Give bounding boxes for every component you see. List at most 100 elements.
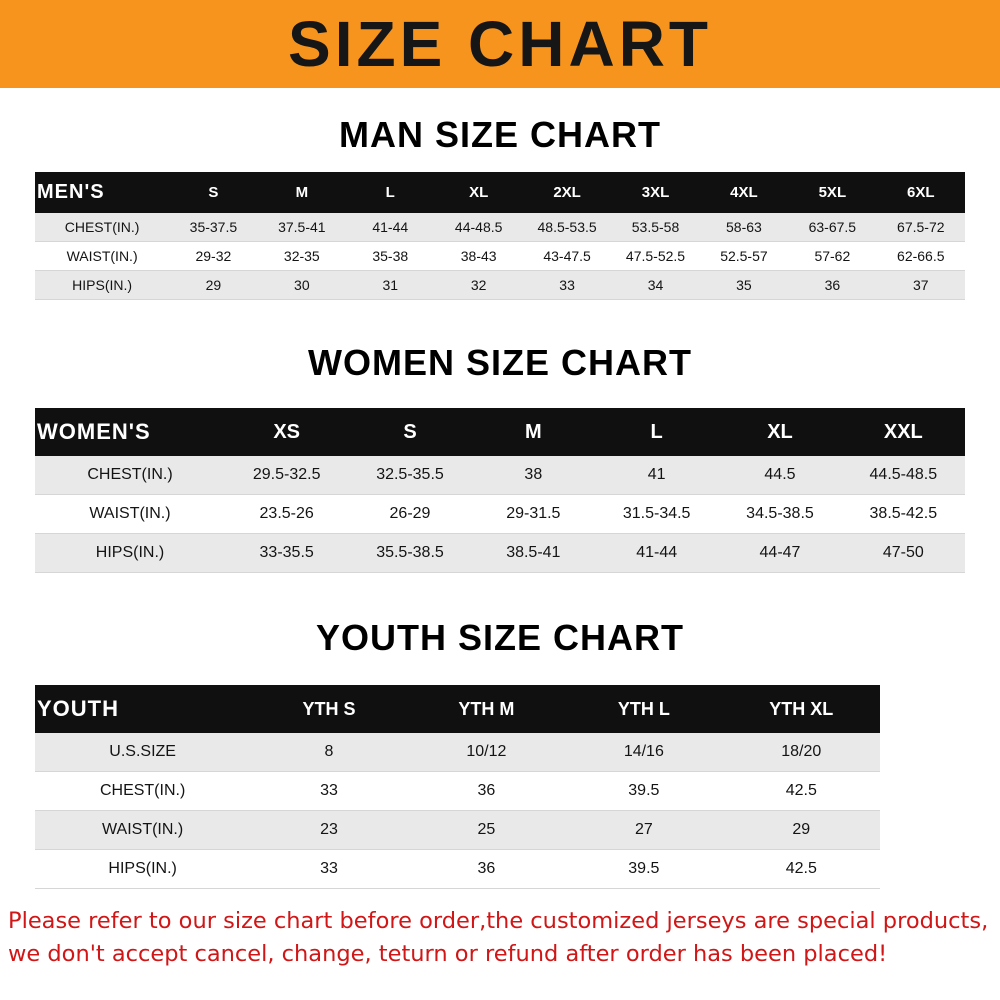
size-value: 34.5-38.5 (746, 505, 814, 522)
size-value: 67.5-72 (897, 219, 945, 235)
header-row: YOUTH YTH S YTH M YTH L YTH XL (35, 685, 880, 733)
size-column-header: 3XL (611, 172, 700, 213)
size-value: 14/16 (623, 743, 664, 760)
disclaimer-line-2: we don't accept cancel, change, teturn o… (8, 940, 888, 967)
men-size-table: MEN'S S M L XL 2XL 3XL 4XL 5XL 6XL CHEST(IN.) 35-37… (35, 172, 965, 300)
size-value: 35 (736, 277, 752, 293)
table-row: WAIST(IN.) 23 25 27 29 (35, 810, 880, 850)
size-value: 41 (647, 466, 666, 483)
size-value: 63-67.5 (808, 219, 857, 235)
size-value: 48.5-53.5 (537, 219, 597, 235)
size-value: 33 (320, 782, 338, 799)
size-value: 37.5-41 (278, 219, 326, 235)
size-value: 36 (477, 860, 496, 877)
women-size-table: WOMEN'S XS S M L XL XXL CHEST(IN.) 29.5-32.5 32.5… (35, 408, 965, 573)
row-label: HIPS(IN.) (95, 544, 165, 561)
size-value: 41-44 (372, 219, 409, 235)
size-value: 8 (324, 743, 334, 760)
size-value: 39.5 (628, 782, 660, 799)
size-value: 38-43 (460, 248, 497, 264)
row-label: CHEST(IN.) (64, 219, 140, 235)
size-value: 35-38 (372, 248, 409, 264)
size-value: 23.5-26 (259, 505, 314, 522)
size-column-header: S (348, 408, 472, 456)
size-value: 33-35.5 (259, 544, 314, 561)
size-value: 41-44 (636, 544, 678, 561)
table-row: WAIST(IN.) 23.5-26 26-29 29-31.5 31.5-34.5 34… (35, 494, 965, 534)
table-corner-label: WOMEN'S (35, 408, 225, 456)
size-value: 35.5-38.5 (376, 544, 444, 561)
size-value: 57-62 (814, 248, 851, 264)
size-value: 47.5-52.5 (625, 248, 686, 264)
size-value: 37 (912, 277, 929, 293)
size-value: 31.5-34.5 (622, 505, 691, 522)
youth-size-table: YOUTH YTH S YTH M YTH L YTH XL U.S.SIZE 8 10/12… (35, 685, 880, 889)
men-section-heading: MAN SIZE CHART (339, 114, 661, 155)
size-value: 26-29 (389, 505, 431, 522)
size-value: 32 (470, 277, 487, 293)
women-section-heading: WOMEN SIZE CHART (308, 342, 692, 383)
size-column-header: XL (718, 408, 842, 456)
size-value: 44-47 (759, 544, 801, 561)
size-value: 32-35 (283, 248, 320, 264)
size-column-header: M (471, 408, 595, 456)
youth-section-heading: YOUTH SIZE CHART (315, 617, 684, 658)
table-row: WAIST(IN.) 29-32 32-35 35-38 38-43 43-47.5 47.… (35, 241, 965, 271)
size-value: 23 (320, 821, 338, 838)
size-value: 30 (294, 277, 310, 293)
size-value: 43-47.5 (543, 248, 591, 264)
size-column-header: 4XL (699, 172, 789, 213)
size-value: 29.5-32.5 (252, 466, 321, 483)
size-value: 29 (205, 277, 222, 293)
table-row: HIPS(IN.) 29 30 31 32 33 34 35 36 37 (35, 270, 965, 300)
header-row: MEN'S S M L XL 2XL 3XL 4XL 5XL 6XL (35, 172, 965, 213)
size-value: 29-32 (195, 248, 232, 264)
size-column-header: M (257, 172, 347, 213)
size-value: 44.5 (764, 466, 796, 483)
size-value: 42.5 (785, 860, 817, 877)
table-row: CHEST(IN.) 29.5-32.5 32.5-35.5 38 41 44.5 44.5… (35, 456, 965, 495)
size-value: 36 (824, 277, 841, 293)
size-value: 53.5-58 (631, 219, 680, 235)
size-column-header: 6XL (876, 172, 965, 213)
table-corner-label: MEN'S (35, 172, 170, 213)
size-value: 35-37.5 (189, 219, 238, 235)
size-column-header: L (594, 408, 719, 456)
size-value: 38.5-42.5 (869, 505, 938, 522)
size-column-header: YTH M (407, 685, 566, 733)
size-value: 38.5-41 (506, 544, 561, 561)
size-column-header: S (169, 172, 258, 213)
disclaimer: Please refer to our size chart before or… (0, 905, 1000, 970)
table-row: U.S.SIZE 8 10/12 14/16 18/20 (35, 733, 880, 772)
size-value: 33 (559, 277, 575, 293)
size-value: 31 (382, 277, 399, 293)
size-value: 29 (792, 821, 811, 838)
size-value: 47-50 (882, 544, 924, 561)
page-title: SIZE CHART (288, 8, 712, 80)
disclaimer-line-1: Please refer to our size chart before or… (8, 908, 989, 934)
row-label: WAIST(IN.) (102, 821, 184, 838)
row-label: WAIST(IN.) (66, 248, 138, 264)
size-value: 62-66.5 (897, 248, 945, 264)
size-column-header: XXL (841, 408, 965, 456)
row-label: U.S.SIZE (109, 743, 176, 760)
row-label: HIPS(IN.) (108, 860, 177, 877)
men-section: MAN SIZE CHART MEN'S S M L XL 2XL 3XL 4XL 5XL 6XL… (0, 88, 1000, 300)
size-column-header: YTH S (250, 685, 408, 733)
banner: SIZE CHART (0, 0, 1000, 88)
size-value: 34 (647, 277, 664, 293)
size-value: 27 (634, 821, 653, 838)
size-chart-page: SIZE CHART MAN SIZE CHART MEN'S S M L XL 2XL 3… (0, 0, 1000, 970)
size-value: 38 (524, 466, 543, 483)
table-row: HIPS(IN.) 33 36 39.5 42.5 (35, 849, 880, 889)
size-column-header: L (346, 172, 435, 213)
size-column-header: XL (434, 172, 523, 213)
size-value: 36 (477, 782, 496, 799)
size-value: 29-31.5 (506, 505, 561, 522)
youth-section: YOUTH SIZE CHART YOUTH YTH S YTH M YTH L YTH… (0, 573, 1000, 889)
size-value: 44-48.5 (454, 219, 503, 235)
row-label: CHEST(IN.) (87, 466, 173, 483)
size-value: 39.5 (628, 860, 660, 877)
size-column-header: 5XL (788, 172, 877, 213)
size-column-header: YTH L (565, 685, 723, 733)
